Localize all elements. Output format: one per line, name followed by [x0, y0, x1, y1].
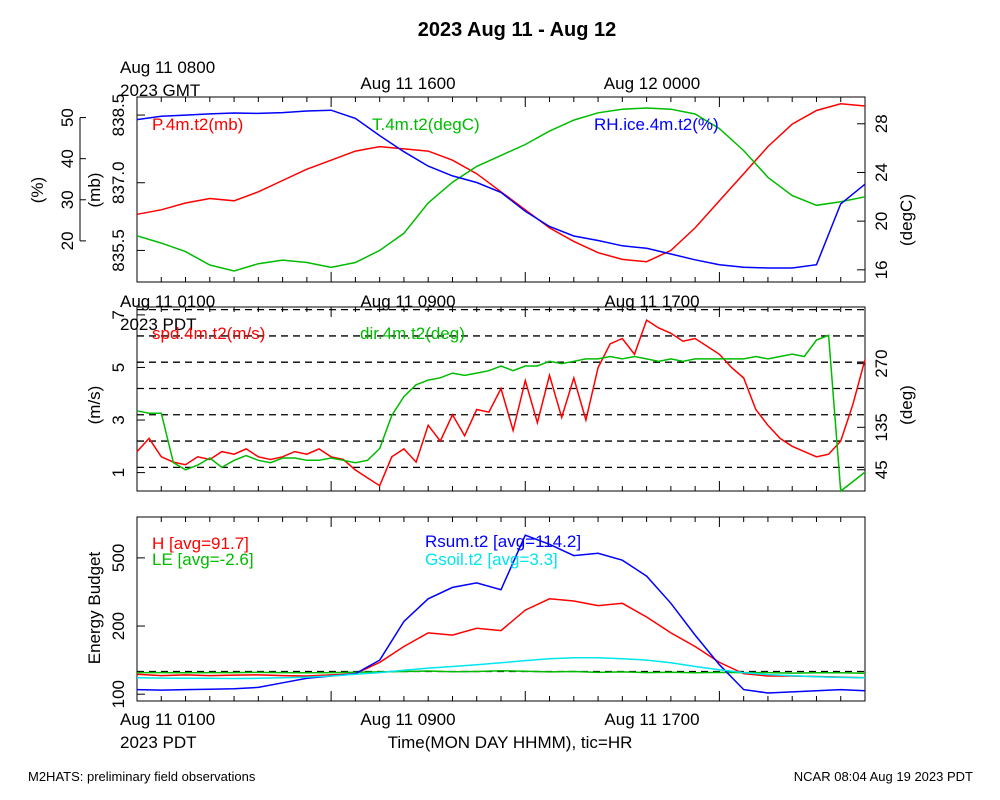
panel2-deg-tick-label-45: 45: [872, 460, 891, 479]
panel1-mb-tick-label-835-5: 835.5: [109, 229, 128, 272]
panel1-series-p-4m-t2-mb: [136, 103, 866, 263]
panel2-ms-tick-label-3: 3: [109, 415, 128, 424]
pdt-start-label-line1: Aug 11 0100: [120, 710, 215, 729]
panel3-legend-gsoil: Gsoil.t2 [avg=3.3]: [425, 550, 558, 569]
pdt-start-label-line2-mid: 2023 PDT: [120, 315, 197, 334]
panel2-ms-tick-label-5: 5: [109, 363, 128, 372]
panel2-legend-direction: dir.4m.t2(deg): [360, 324, 465, 343]
footer-left: M2HATS: preliminary field observations: [28, 769, 256, 784]
pdt-tick-label-0900-mid: Aug 11 0900: [360, 292, 455, 311]
panel2-ms-axis-label: (m/s): [85, 386, 104, 425]
x-axis-label: Time(MON DAY HHMM), tic=HR: [388, 733, 633, 752]
panel-pressure-temperature-rh: 20 30 40 50 (%) 835.5 837.0 838.5 (mb) 16 20 24 28 (d…: [28, 94, 916, 283]
panel3-series-rsum-t2-avg-114-2: [136, 534, 866, 694]
panel3-legend-rsum: Rsum.t2 [avg=114.2]: [425, 532, 581, 551]
gmt-tick-label-1600: Aug 11 1600: [360, 74, 455, 93]
panel1-mb-tick-label-838-5: 838.5: [109, 94, 128, 137]
panel3-tick-label-500: 500: [109, 544, 128, 572]
gmt-start-label-line2: 2023 GMT: [120, 81, 200, 100]
pdt-tick-label-0900: Aug 11 0900: [360, 710, 455, 729]
panel3-legend-h: H [avg=91.7]: [152, 534, 249, 553]
panel-energy-budget: 100 200 500 Energy Budget H [avg=91.7]LE [av…: [85, 516, 866, 708]
panel1-degc-tick-label-20: 20: [872, 212, 891, 231]
panel1-mb-tick-label-837-0: 837.0: [109, 161, 128, 204]
panel2-ms-tick-label-7: 7: [109, 310, 128, 319]
pdt-start-label-line1-mid: Aug 11 0100: [120, 292, 215, 311]
footer-right: NCAR 08:04 Aug 19 2023 PDT: [794, 769, 973, 784]
panel1-pct-axis-label: (%): [28, 177, 47, 203]
panel1-pct-tick-label-40: 40: [58, 149, 77, 168]
panel1-legend-temperature: T.4m.t2(degC): [372, 115, 480, 134]
panel1-degc-tick-label-28: 28: [872, 114, 891, 133]
panel2-series-dir-4m-t2-deg: [136, 334, 866, 493]
panel2-ms-tick-label-1: 1: [109, 468, 128, 477]
pdt-tick-label-1700: Aug 11 1700: [604, 710, 699, 729]
panel2-series-spd-4m-t2-m-s: [136, 318, 866, 487]
panel2-deg-tick-label-135: 135: [872, 413, 891, 441]
panel1-series-rh-ice-4m-t2: [136, 109, 866, 269]
pdt-tick-label-1700-mid: Aug 11 1700: [604, 292, 699, 311]
panel3-tick-label-200: 200: [109, 612, 128, 640]
panel1-series-t-4m-t2-degc: [136, 107, 866, 272]
gmt-start-label-line1: Aug 11 0800: [120, 58, 215, 77]
panel1-pct-tick-label-50: 50: [58, 108, 77, 127]
panel2-deg-tick-label-270: 270: [872, 349, 891, 377]
panel1-frame: [136, 96, 866, 283]
panel1-degc-tick-label-24: 24: [872, 163, 891, 182]
panel1-mb-axis-label: (mb): [85, 173, 104, 208]
panel3-series-gsoil-t2-avg-3-3: [136, 657, 866, 680]
panel1-pct-tick-label-20: 20: [58, 231, 77, 250]
panel1-pct-tick-label-30: 30: [58, 190, 77, 209]
panel3-axis-label: Energy Budget: [85, 551, 104, 664]
pdt-start-label-line2: 2023 PDT: [120, 733, 197, 752]
panel3-series-h-avg-91-7: [136, 598, 866, 679]
panel1-degc-axis-label: (degC): [897, 194, 916, 246]
panel3-tick-label-100: 100: [109, 680, 128, 708]
gmt-tick-label-0000: Aug 12 0000: [604, 74, 700, 93]
panel2-deg-axis-label: (deg): [897, 385, 916, 425]
panel2-legend-speed: spd.4m.t2(m/s): [152, 324, 265, 343]
panel1-legend-pressure: P.4m.t2(mb): [152, 115, 243, 134]
panel1-legend-rh: RH.ice.4m.t2(%): [594, 115, 719, 134]
panel1-degc-tick-label-16: 16: [872, 260, 891, 279]
panel3-legend-le: LE [avg=-2.6]: [152, 550, 254, 569]
figure-title: 2023 Aug 11 - Aug 12: [418, 19, 617, 41]
